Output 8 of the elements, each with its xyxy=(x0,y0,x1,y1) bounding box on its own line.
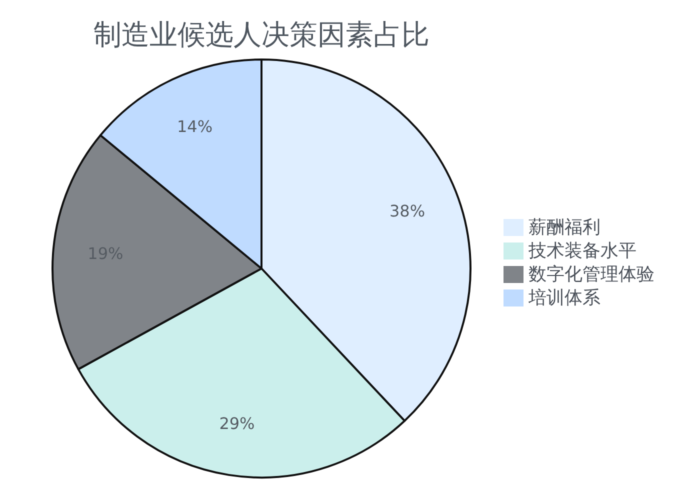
legend-label: 数字化管理体验 xyxy=(528,264,654,285)
legend-label: 培训体系 xyxy=(528,288,600,308)
chart-title: 制造业候选人决策因素占比 xyxy=(94,18,430,51)
data-label: 38% xyxy=(389,201,426,220)
data-label: 29% xyxy=(219,414,255,433)
legend-label: 薪酬福利 xyxy=(528,217,600,238)
data-label: 14% xyxy=(176,117,213,136)
legend-label: 技术装备水平 xyxy=(528,240,636,262)
